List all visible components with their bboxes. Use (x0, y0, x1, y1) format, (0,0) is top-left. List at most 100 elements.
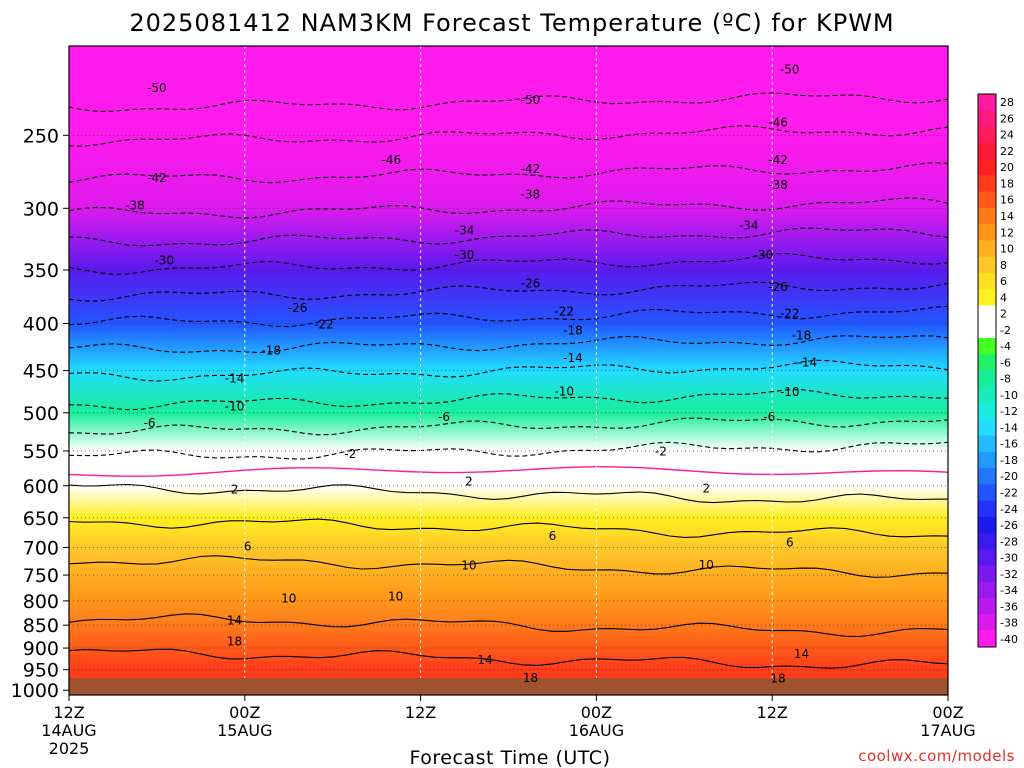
contour-label: 6 (549, 529, 557, 543)
contour-label: -2 (655, 445, 667, 459)
contour-label: -26 (768, 280, 788, 294)
colorbar-label: 8 (1000, 259, 1007, 272)
x-tick-label: 2025 (49, 739, 90, 758)
colorbar-label: 18 (1000, 177, 1014, 190)
y-tick-label: 900 (23, 638, 59, 660)
contour-label: 18 (770, 671, 785, 685)
contour-label: -14 (563, 351, 583, 365)
colorbar-swatch (978, 370, 996, 388)
colorbar-label: -4 (1000, 340, 1011, 353)
colorbar-swatch (978, 533, 996, 550)
colorbar-swatch (978, 614, 996, 632)
contour-label: -42 (768, 153, 788, 167)
isotherm-minus-42 (68, 162, 949, 184)
y-tick-label: 600 (23, 476, 59, 498)
isotherm-minus-22 (68, 305, 949, 328)
colorbar-label: -8 (1000, 373, 1011, 386)
isotherm-6 (68, 518, 949, 538)
chart-title: 2025081412 NAM3KM Forecast Temperature (… (129, 9, 894, 37)
contour-label: -14 (798, 356, 818, 370)
contour-label: -22 (554, 304, 574, 318)
y-tick-label: 250 (23, 125, 59, 147)
credit-text: coolwx.com/models (858, 747, 1015, 765)
y-tick-label: 1000 (11, 680, 59, 702)
colorbar-swatch (978, 207, 996, 225)
isotherm-minus-18 (68, 335, 949, 354)
isotherm-minus-38 (68, 197, 949, 219)
colorbar-label: -40 (1000, 633, 1018, 646)
contour-labels: -50-50-50-46-46-42-42-42-38-38-38-34 -34-… (125, 62, 817, 685)
x-tick-label: 17AUG (920, 721, 975, 740)
y-tick-label: 700 (23, 537, 59, 559)
colorbar-swatch (978, 451, 996, 469)
x-tick-label: 00Z (229, 703, 260, 722)
isotherm-minus-30 (68, 253, 949, 275)
colorbar-swatch (978, 403, 996, 420)
y-tick-label: 950 (23, 660, 59, 682)
colorbar-label: 24 (1000, 129, 1014, 142)
isotherm-contours (68, 92, 949, 669)
colorbar-label: -10 (1000, 389, 1018, 402)
y-tick-label: 550 (23, 441, 59, 463)
isotherm-18 (68, 648, 949, 669)
isotherm-14 (68, 613, 949, 638)
contour-label: 2 (465, 475, 473, 489)
colorbar-label: -20 (1000, 470, 1018, 483)
colorbar-swatch (978, 419, 996, 437)
colorbar-label: -6 (1000, 356, 1011, 369)
contour-label: -46 (381, 153, 401, 167)
y-tick-label: 850 (23, 615, 59, 637)
colorbar-swatch (978, 337, 996, 355)
colorbar-label: 20 (1000, 161, 1014, 174)
x-tick-label: 14AUG (41, 721, 96, 740)
colorbar-label: -38 (1000, 617, 1018, 630)
colorbar-label: 16 (1000, 194, 1014, 207)
colorbar-label: 26 (1000, 112, 1014, 125)
contour-label: -10 (780, 385, 800, 399)
colorbar-swatch (978, 289, 996, 306)
colorbar-swatch (978, 354, 996, 371)
contour-label: -34 (739, 218, 759, 232)
contour-label: 2 (702, 481, 710, 495)
contour-label: -30 (754, 248, 774, 262)
contour-label: -2 (344, 447, 356, 461)
y-tick-label: 350 (23, 260, 59, 282)
colorbar-label: -2 (1000, 324, 1011, 337)
contour-label: -50 (521, 93, 541, 107)
contour-label: 10 (388, 589, 403, 603)
y-tick-label: 650 (23, 508, 59, 530)
contour-label: -38 (521, 188, 541, 202)
colorbar-label: 4 (1000, 291, 1007, 304)
colorbar-label: -16 (1000, 438, 1018, 451)
contour-label: -42 (521, 162, 541, 176)
colorbar-swatch (978, 484, 996, 502)
contour-label: -6 (438, 410, 450, 424)
colorbar-label: 14 (1000, 210, 1014, 223)
colorbar-swatch (978, 305, 996, 323)
contour-label: -10 (225, 399, 245, 413)
colorbar-swatch (978, 240, 996, 258)
contour-label: -18 (792, 328, 812, 342)
contour-label: 6 (786, 535, 794, 549)
colorbar-swatch (978, 94, 996, 111)
colorbar-swatch (978, 581, 996, 599)
y-tick-label: 450 (23, 361, 59, 383)
contour-label: -30 (455, 248, 475, 262)
x-tick-label: 00Z (581, 703, 612, 722)
isotherm-minus-14 (68, 359, 949, 382)
y-tick-label: 500 (23, 403, 59, 425)
contour-label: -22 (780, 306, 800, 320)
isotherm-minus-10 (68, 389, 949, 411)
colorbar-swatch (978, 549, 996, 567)
contour-label: 10 (461, 558, 476, 572)
x-tick-label: 00Z (932, 703, 963, 722)
colorbar-label: -34 (1000, 584, 1018, 597)
contour-label: 2 (231, 483, 239, 497)
colorbar-label: -26 (1000, 519, 1018, 532)
colorbar-label: 12 (1000, 226, 1014, 239)
colorbar-swatch (978, 630, 996, 648)
contour-label: -14 (225, 372, 245, 386)
contour-label: -38 (125, 199, 145, 213)
colorbar-swatch (978, 142, 996, 160)
